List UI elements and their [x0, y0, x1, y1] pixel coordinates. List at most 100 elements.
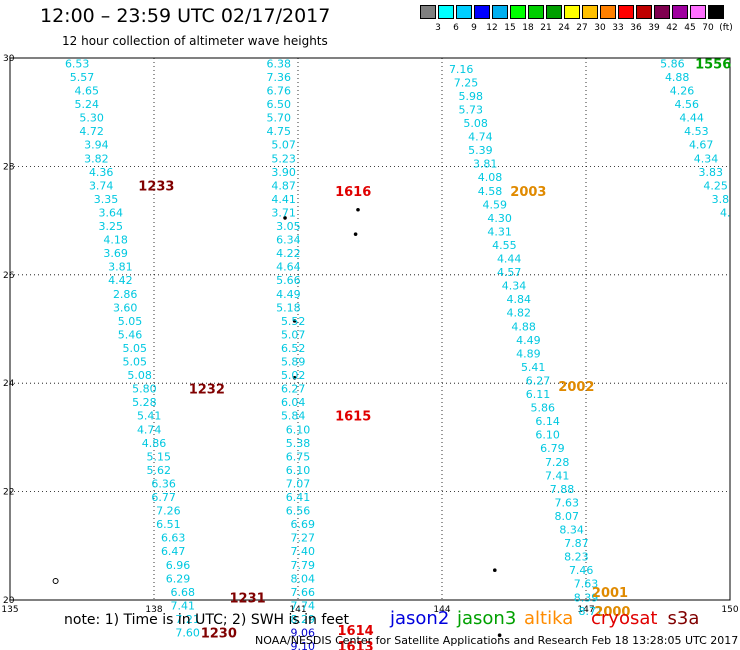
wave-height-value: 6.76	[267, 85, 292, 98]
wave-height-value: 5.66	[276, 274, 301, 287]
wave-height-value: 4.72	[79, 125, 104, 138]
wave-height-value: 5.46	[118, 328, 143, 341]
wave-height-value: 4.74	[468, 131, 493, 144]
wave-height-value: 7.28	[545, 456, 570, 469]
wave-height-value: 8.34	[559, 524, 584, 537]
wave-height-value: 6.75	[286, 450, 311, 463]
wave-height-value: 4.86	[142, 437, 167, 450]
wave-height-value: 4.65	[75, 85, 100, 98]
wave-height-value: 7.16	[449, 63, 474, 76]
wave-height-value: 6.68	[171, 586, 196, 599]
page-title: 12:00 – 23:59 UTC 02/17/2017	[40, 5, 331, 27]
wave-height-value: 6.29	[166, 572, 191, 585]
wave-height-value: 5.07	[281, 328, 306, 341]
wave-height-value: 5.84	[281, 410, 306, 423]
wave-height-value: 6.50	[267, 98, 292, 111]
wave-height-value: 4.84	[507, 293, 532, 306]
wave-height-value: 5.41	[521, 361, 546, 374]
wave-height-value: 8.29	[291, 613, 316, 626]
legend-swatch	[582, 5, 598, 19]
legend-swatch	[474, 5, 490, 19]
wave-height-value: 7.79	[291, 559, 316, 572]
wave-height-value: 5.28	[132, 396, 157, 409]
legend-swatch	[564, 5, 580, 19]
wave-height-value: 4.	[720, 206, 731, 219]
wave-height-value: 5.70	[267, 112, 292, 125]
wave-height-value: 4.88	[665, 71, 690, 84]
wave-height-value: 7.27	[291, 532, 316, 545]
wave-height-value: 6.63	[161, 532, 186, 545]
wave-height-value: 3.71	[271, 206, 296, 219]
legend-label: 15	[504, 23, 516, 33]
wave-height-value: 5.24	[75, 98, 100, 111]
wave-height-value: 5.57	[70, 71, 95, 84]
legend-swatch	[492, 5, 508, 19]
pass-number-label: 1615	[335, 410, 371, 425]
page-subtitle: 12 hour collection of altimeter wave hei…	[62, 34, 328, 48]
pass-number-label: 1616	[335, 185, 371, 200]
island-marker	[283, 216, 287, 220]
wave-height-value: 5.30	[79, 112, 104, 125]
wave-height-value: 9.06	[291, 627, 316, 640]
wave-height-value: 4.59	[483, 198, 508, 211]
legend-swatch	[456, 5, 472, 19]
legend-label: 6	[453, 23, 459, 33]
wave-height-value: 4.34	[694, 152, 719, 165]
wave-height-value: 6.69	[291, 518, 316, 531]
wave-height-value: 7.26	[156, 505, 181, 518]
wave-height-value: 6.53	[65, 57, 90, 70]
wave-height-value: 5.02	[281, 369, 306, 382]
island-marker	[292, 375, 297, 380]
wave-height-value: 5.05	[123, 356, 148, 369]
wave-height-value: 6.47	[161, 545, 186, 558]
wave-height-value: 6.52	[281, 342, 306, 355]
legend-swatch	[600, 5, 616, 19]
wave-height-value: 4.26	[670, 85, 695, 98]
satellite-legend-jason3: jason3	[457, 608, 517, 629]
wave-height-value: 4.34	[502, 280, 527, 293]
wave-height-value: 5.08	[463, 117, 488, 130]
wave-height-value: 4.82	[507, 307, 532, 320]
legend-swatch	[528, 5, 544, 19]
wave-height-value: 6.10	[286, 464, 311, 477]
wave-height-value: 4.41	[271, 193, 296, 206]
pass-number-label: 1231	[230, 591, 266, 606]
lat-tick-label: 26	[3, 271, 15, 281]
legend-label: 21	[540, 23, 552, 33]
wave-height-value: 5.73	[459, 103, 484, 116]
wave-height-value: 7.60	[175, 627, 200, 640]
legend-label: 36	[630, 23, 642, 33]
wave-height-value: 6.04	[281, 396, 306, 409]
wave-height-value: 3.35	[94, 193, 119, 206]
satellite-legend-cryosat: cryosat	[591, 608, 658, 629]
satellite-legend-altika: altika	[524, 608, 574, 629]
pass-number-label: 1614	[338, 624, 374, 639]
lon-tick-label: 141	[289, 605, 306, 615]
wave-height-value: 9.10	[291, 640, 316, 650]
wave-height-value: 6.34	[276, 234, 301, 247]
legend-swatch	[654, 5, 670, 19]
wave-height-value: 5.05	[118, 315, 143, 328]
wave-height-value: 5.89	[281, 356, 306, 369]
wave-height-value: 7.25	[454, 76, 479, 89]
wave-height-value: 4.44	[497, 253, 522, 266]
lon-tick-label: 147	[577, 605, 594, 615]
wave-height-value: 6.56	[286, 505, 311, 518]
wave-height-value: 7.36	[267, 71, 292, 84]
lon-tick-label: 144	[433, 605, 450, 615]
legend-label: 30	[594, 23, 606, 33]
wave-height-value: 3.94	[84, 139, 109, 152]
wave-height-value: 3.74	[89, 179, 114, 192]
lon-tick-label: 135	[1, 605, 18, 615]
wave-height-value: 6.41	[286, 491, 311, 504]
wave-height-value: 5.39	[468, 144, 493, 157]
wave-height-value: 4.89	[516, 347, 541, 360]
legend-label: 27	[576, 23, 588, 33]
pass-number-label: 1233	[138, 179, 174, 194]
wave-height-value: 6.11	[526, 388, 551, 401]
wave-height-value: 4.88	[511, 320, 536, 333]
wave-height-value: 6.10	[535, 429, 560, 442]
wave-height-value: 8.39	[574, 591, 599, 604]
pass-number-label: 1613	[338, 640, 374, 650]
wave-height-value: 4.42	[108, 274, 133, 287]
